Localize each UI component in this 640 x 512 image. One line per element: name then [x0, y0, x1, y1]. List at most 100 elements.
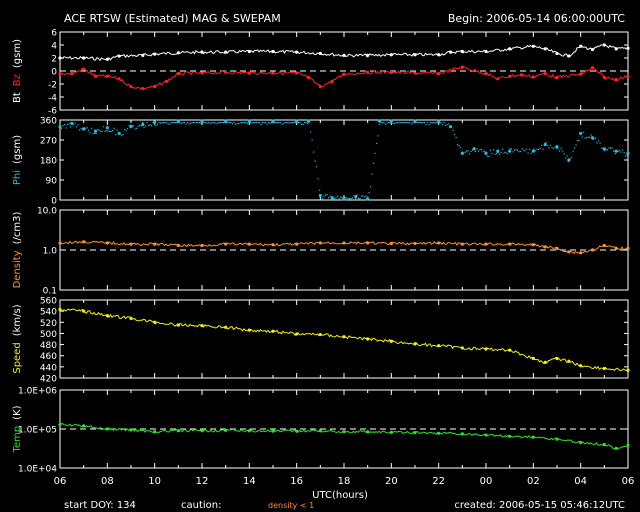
- phi-dot: [437, 122, 439, 125]
- phi-dot: [295, 122, 297, 124]
- phi-dot: [284, 122, 286, 124]
- phi-dot: [583, 131, 585, 133]
- phi-dot: [305, 122, 307, 124]
- phi-dot: [271, 122, 273, 124]
- phi-dot: [211, 122, 213, 124]
- phi-dot: [251, 122, 253, 124]
- phi-dot: [455, 136, 457, 139]
- phi-dot: [412, 122, 414, 124]
- data-point: [58, 307, 62, 312]
- phi-dot: [257, 122, 259, 124]
- phi-dot: [595, 137, 597, 139]
- phi-dot: [451, 125, 453, 127]
- phi-dot: [460, 146, 462, 149]
- phi-dot: [350, 198, 352, 200]
- phi-dot: [472, 149, 474, 151]
- data-point: [141, 122, 145, 127]
- phi-dot: [310, 131, 312, 133]
- data-point: [354, 195, 358, 199]
- phi-dot: [289, 122, 291, 124]
- phi-dot: [613, 150, 615, 152]
- phi-dot: [518, 151, 520, 153]
- phi-dot: [142, 122, 144, 124]
- phi-dot: [250, 122, 252, 124]
- data-point: [389, 119, 393, 123]
- phi-dot: [617, 150, 619, 152]
- phi-dot: [89, 132, 91, 134]
- phi-dot: [208, 122, 210, 124]
- phi-dot: [71, 122, 73, 124]
- phi-dot: [413, 122, 415, 124]
- phi-dot: [167, 123, 169, 125]
- phi-dot: [229, 122, 231, 124]
- phi-dot: [541, 144, 543, 146]
- phi-dot: [587, 136, 589, 138]
- phi-dot: [217, 122, 219, 124]
- phi-dot: [67, 123, 69, 125]
- phi-dot: [557, 147, 559, 149]
- phi-dot: [287, 122, 289, 124]
- phi-dot: [262, 122, 264, 124]
- phi-dot: [205, 122, 207, 124]
- phi-dot: [464, 151, 466, 153]
- phi-dot: [415, 122, 417, 124]
- phi-dot: [568, 160, 570, 162]
- y-label-part: (gsm): [12, 135, 23, 164]
- phi-dot: [547, 145, 549, 147]
- phi-dot: [77, 124, 79, 126]
- phi-dot: [352, 197, 354, 199]
- phi-dot: [470, 150, 472, 152]
- phi-dot: [286, 122, 288, 124]
- phi-dot: [416, 122, 418, 124]
- phi-dot: [379, 124, 381, 126]
- phi-dot: [542, 148, 544, 150]
- phi-dot: [151, 125, 153, 127]
- y-label-part: (gsm): [12, 39, 23, 68]
- phi-dot: [382, 122, 384, 124]
- phi-dot: [83, 129, 85, 131]
- phi-dot: [469, 153, 471, 155]
- phi-dot: [448, 123, 450, 125]
- phi-dot: [137, 126, 139, 128]
- phi-dot: [116, 129, 118, 131]
- y-tick-label: 1.0E+05: [18, 426, 57, 436]
- phi-dot: [347, 198, 349, 200]
- phi-dot: [304, 122, 306, 124]
- phi-dot: [551, 146, 553, 149]
- phi-dot: [421, 122, 423, 124]
- x-tick-label: 00: [480, 476, 493, 487]
- y-tick-label: 440: [40, 363, 57, 373]
- phi-dot: [103, 126, 105, 128]
- phi-dot: [133, 125, 135, 127]
- phi-dot: [349, 198, 351, 200]
- phi-dot: [329, 195, 331, 197]
- phi-dot: [340, 196, 342, 198]
- phi-dot: [79, 129, 81, 131]
- phi-dot: [164, 122, 166, 124]
- phi-dot: [341, 196, 343, 198]
- phi-dot: [185, 123, 187, 125]
- phi-dot: [199, 122, 201, 124]
- y-tick-label: 0.1: [43, 287, 57, 297]
- phi-dot: [296, 122, 298, 124]
- phi-dot: [308, 122, 310, 124]
- phi-dot: [328, 197, 330, 199]
- phi-dot: [529, 148, 531, 150]
- y-tick-label: 180: [40, 157, 57, 167]
- phi-dot: [193, 122, 195, 124]
- x-tick-label: 18: [338, 476, 351, 487]
- phi-dot: [104, 130, 106, 132]
- phi-dot: [128, 125, 130, 127]
- phi-dot: [314, 160, 316, 162]
- data-point: [58, 56, 62, 60]
- y-tick-label: 1.0: [43, 247, 58, 257]
- phi-dot: [553, 148, 555, 150]
- phi-dot: [263, 122, 265, 124]
- phi-dot: [202, 122, 204, 124]
- phi-dot: [484, 150, 486, 152]
- phi-dot: [134, 128, 136, 130]
- series-trace-bt: [60, 44, 627, 62]
- phi-dot: [98, 129, 100, 132]
- x-tick-label: 02: [527, 476, 540, 487]
